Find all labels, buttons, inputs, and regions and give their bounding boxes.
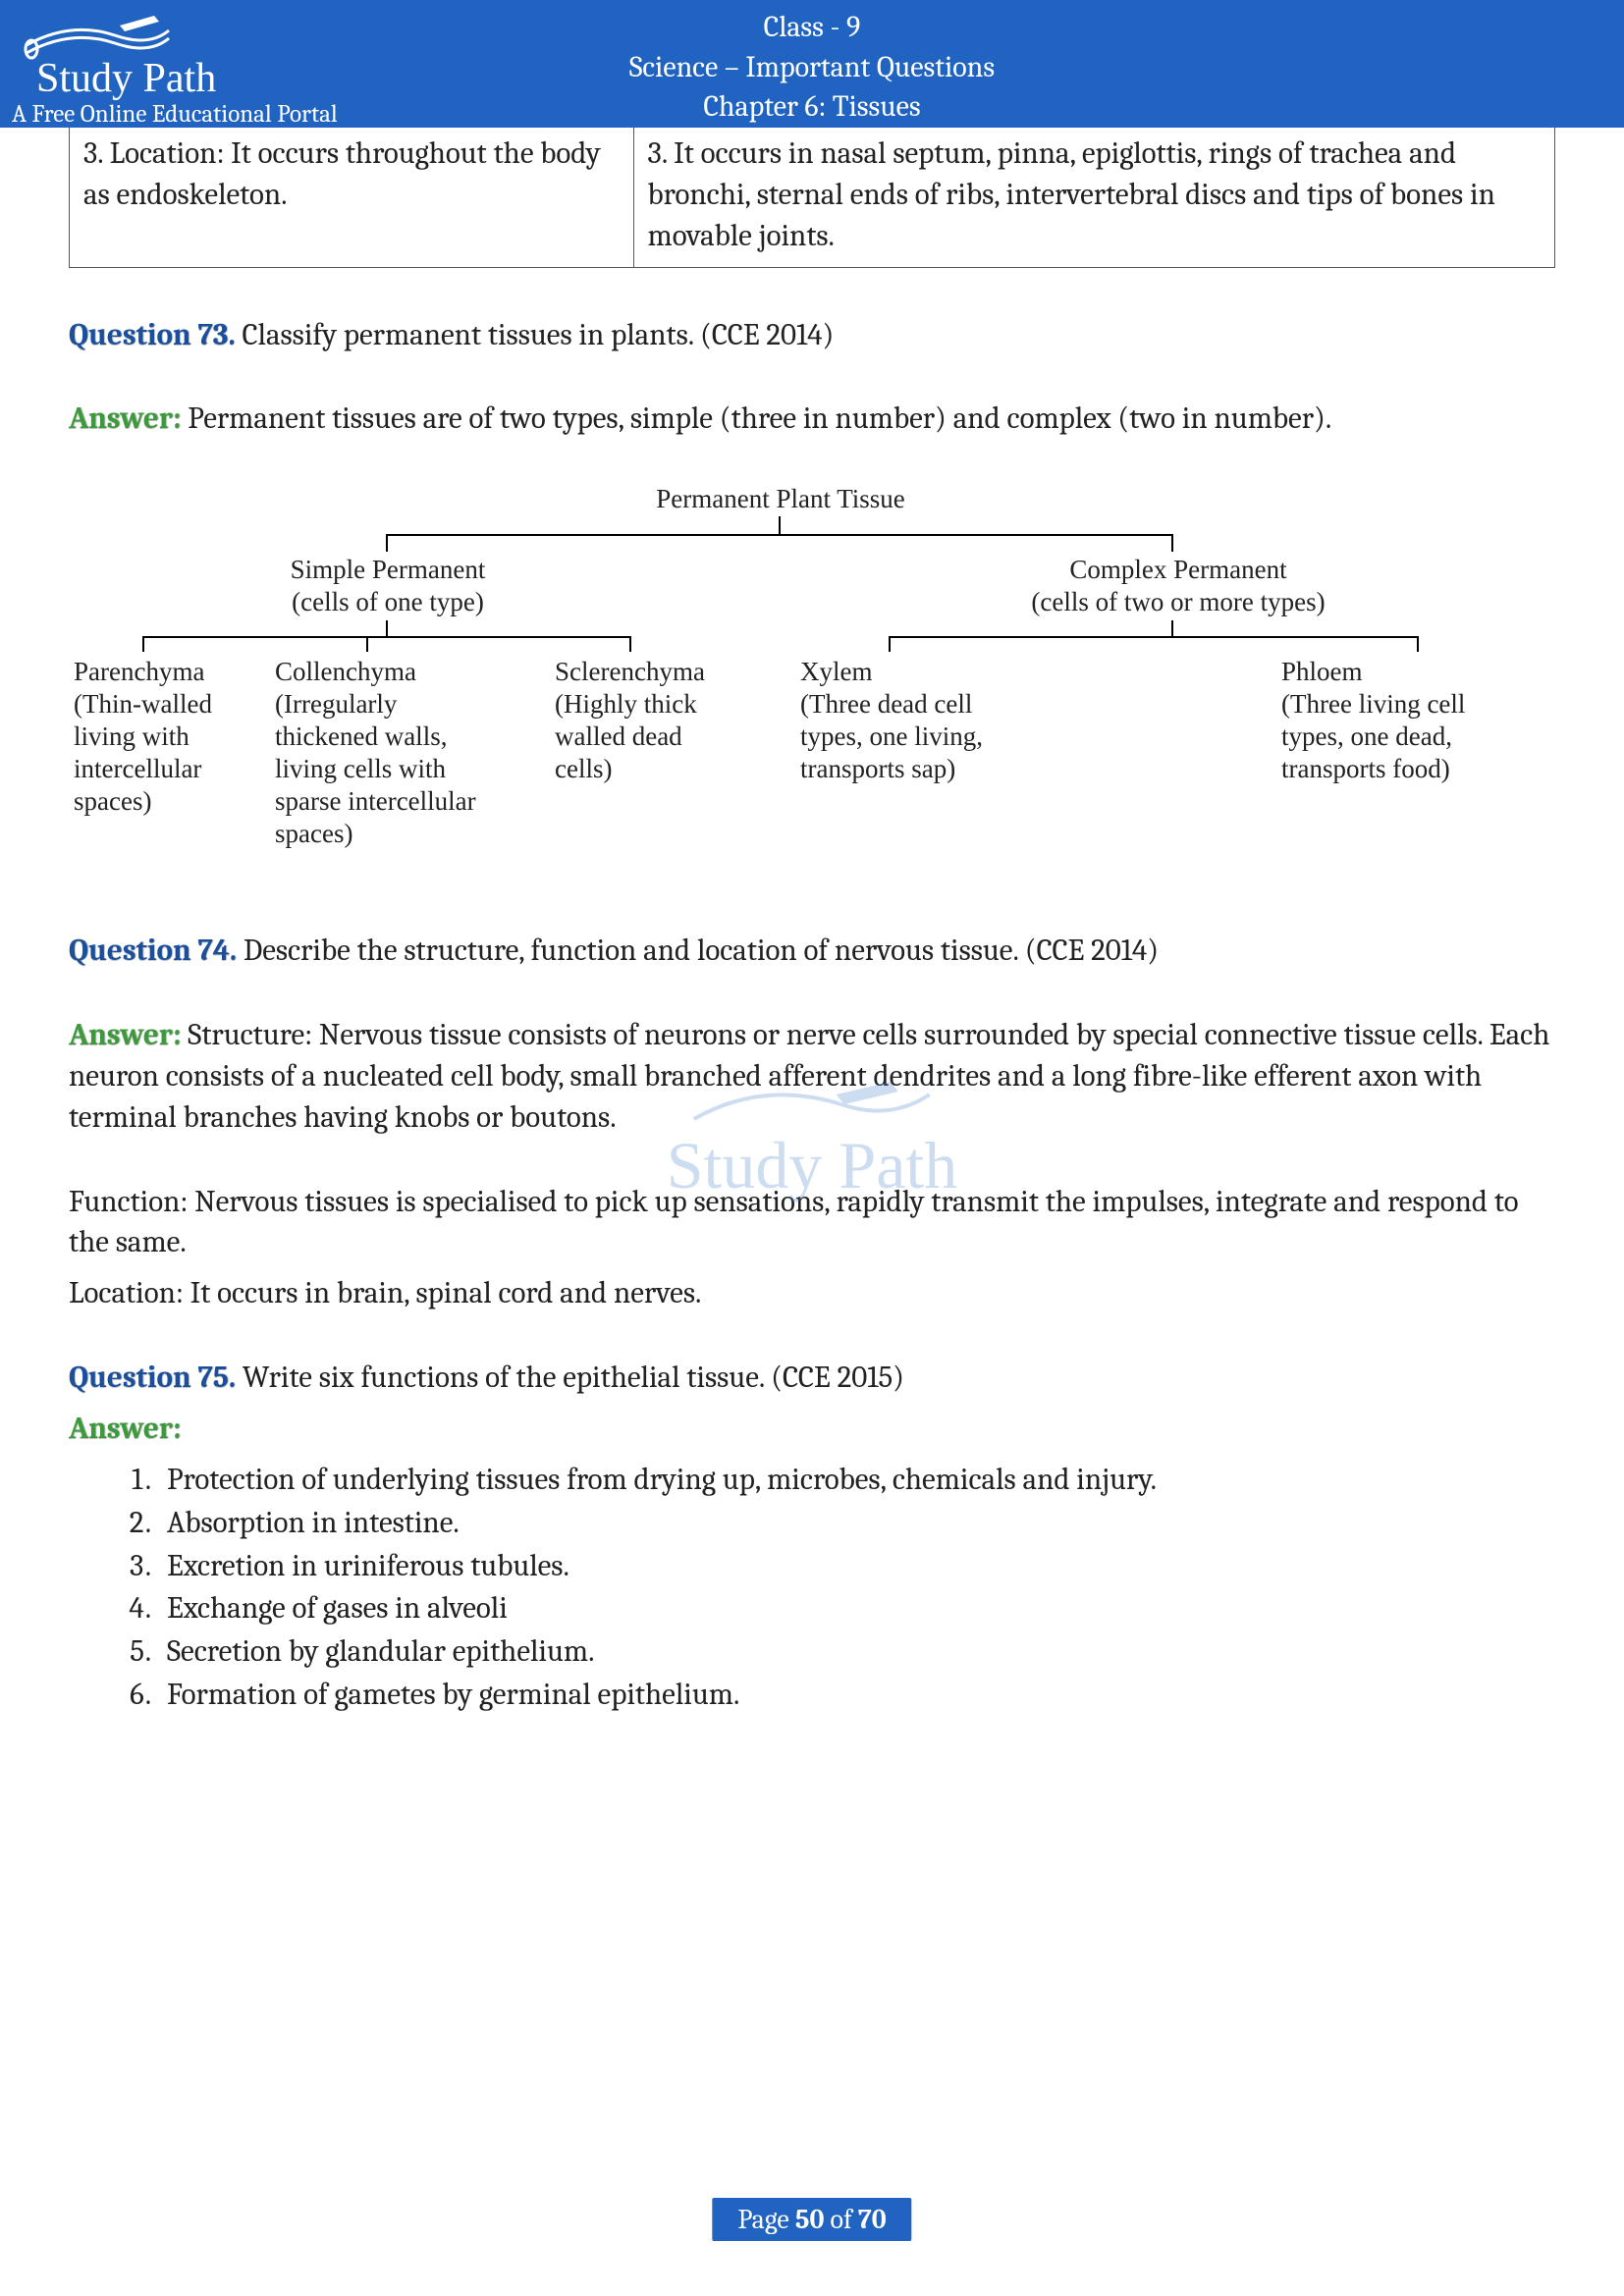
leaf-desc: (Highly thick walled dead cells)	[555, 689, 697, 783]
diagram-complex: Complex Permanent (cells of two or more …	[1016, 554, 1340, 618]
answer-74-structure: Answer: Structure: Nervous tissue consis…	[69, 1015, 1555, 1139]
diagram-connector	[1171, 534, 1173, 552]
answer-text: Structure: Nervous tissue consists of ne…	[69, 1017, 1549, 1135]
answer-label: Answer:	[69, 400, 181, 436]
diagram-simple-title: Simple Permanent	[291, 555, 486, 584]
list-item: Protection of underlying tissues from dr…	[157, 1460, 1555, 1501]
leaf-title: Parenchyma	[74, 657, 204, 686]
diagram-connector	[366, 636, 368, 652]
question-label: Question 75.	[69, 1360, 236, 1395]
leaf-title: Sclerenchyma	[555, 657, 705, 686]
question-text: Classify permanent tissues in plants. (C…	[236, 317, 835, 352]
diagram-connector	[779, 516, 781, 534]
diagram-connector	[386, 534, 1173, 536]
diagram-complex-sub: (cells of two or more types)	[1031, 587, 1325, 616]
list-item: Exchange of gases in alveoli	[157, 1588, 1555, 1629]
diagram-leaf-parenchyma: Parenchyma (Thin-walled living with inte…	[74, 656, 260, 818]
diagram-connector	[1171, 620, 1173, 636]
page-footer: Page 50 of 70	[712, 2198, 911, 2241]
content-area: 3. Location: It occurs throughout the bo…	[0, 128, 1624, 1716]
page: Study Path A Free Online Educational Por…	[0, 0, 1624, 2296]
diagram-connector	[386, 534, 388, 552]
comparison-table: 3. Location: It occurs throughout the bo…	[69, 128, 1555, 268]
diagram-leaf-phloem: Phloem (Three living cell types, one dea…	[1281, 656, 1507, 785]
question-label: Question 73.	[69, 317, 236, 352]
question-text: Describe the structure, function and loc…	[237, 933, 1159, 968]
logo-script-text: Study Path	[36, 55, 434, 102]
leaf-desc: (Three living cell types, one dead, tran…	[1281, 689, 1465, 783]
answer-73: Answer: Permanent tissues are of two typ…	[69, 399, 1555, 440]
list-item: Excretion in uriniferous tubules.	[157, 1546, 1555, 1587]
footer-prefix: Page	[737, 2204, 795, 2235]
diagram-simple: Simple Permanent (cells of one type)	[270, 554, 506, 618]
leaf-title: Collenchyma	[275, 657, 416, 686]
table-cell-right: 3. It occurs in nasal septum, pinna, epi…	[634, 128, 1554, 267]
leaf-title: Phloem	[1281, 657, 1363, 686]
logo-block: Study Path A Free Online Educational Por…	[12, 6, 434, 129]
footer-total-pages: 70	[858, 2204, 887, 2235]
diagram-connector	[142, 636, 144, 652]
page-header: Study Path A Free Online Educational Por…	[0, 0, 1624, 128]
leaf-desc: (Irregularly thickened walls, living cel…	[275, 689, 476, 848]
leaf-desc: (Thin-walled living with intercellular s…	[74, 689, 212, 816]
table-cell-left: 3. Location: It occurs throughout the bo…	[70, 128, 634, 267]
diagram-leaf-collenchyma: Collenchyma (Irregularly thickened walls…	[275, 656, 501, 850]
list-item: Absorption in intestine.	[157, 1503, 1555, 1544]
tissue-classification-diagram: Permanent Plant Tissue Simple Permanent …	[74, 483, 1550, 885]
answer-label: Answer:	[69, 1017, 181, 1052]
answer-74-function: Function: Nervous tissues is specialised…	[69, 1182, 1555, 1264]
answer-74-location: Location: It occurs in brain, spinal cor…	[69, 1273, 1555, 1314]
answer-label: Answer:	[69, 1411, 181, 1446]
list-item: Formation of gametes by germinal epithel…	[157, 1675, 1555, 1716]
question-label: Question 74.	[69, 933, 237, 968]
footer-middle: of	[824, 2204, 858, 2235]
diagram-connector	[386, 620, 388, 636]
question-74: Question 74. Describe the structure, fun…	[69, 931, 1555, 972]
answer-75-label-line: Answer:	[69, 1409, 1555, 1450]
diagram-complex-title: Complex Permanent	[1069, 555, 1286, 584]
diagram-connector	[629, 636, 631, 652]
diagram-connector	[889, 636, 1419, 638]
question-73: Question 73. Classify permanent tissues …	[69, 315, 1555, 356]
leaf-title: Xylem	[800, 657, 873, 686]
diagram-root: Permanent Plant Tissue	[604, 483, 957, 515]
diagram-connector	[889, 636, 891, 652]
diagram-connector	[1417, 636, 1419, 652]
answer-text: Permanent tissues are of two types, simp…	[181, 400, 1331, 436]
question-text: Write six functions of the epithelial ti…	[236, 1360, 904, 1395]
footer-current-page: 50	[795, 2204, 824, 2235]
logo-subtitle: A Free Online Educational Portal	[12, 100, 434, 129]
diagram-leaf-xylem: Xylem (Three dead cell types, one living…	[800, 656, 1016, 785]
question-75: Question 75. Write six functions of the …	[69, 1358, 1555, 1399]
diagram-connector	[142, 636, 631, 638]
list-item: Secretion by glandular epithelium.	[157, 1631, 1555, 1673]
leaf-desc: (Three dead cell types, one living, tran…	[800, 689, 983, 783]
diagram-leaf-sclerenchyma: Sclerenchyma (Highly thick walled dead c…	[555, 656, 731, 785]
functions-list: Protection of underlying tissues from dr…	[147, 1460, 1555, 1716]
diagram-simple-sub: (cells of one type)	[292, 587, 484, 616]
